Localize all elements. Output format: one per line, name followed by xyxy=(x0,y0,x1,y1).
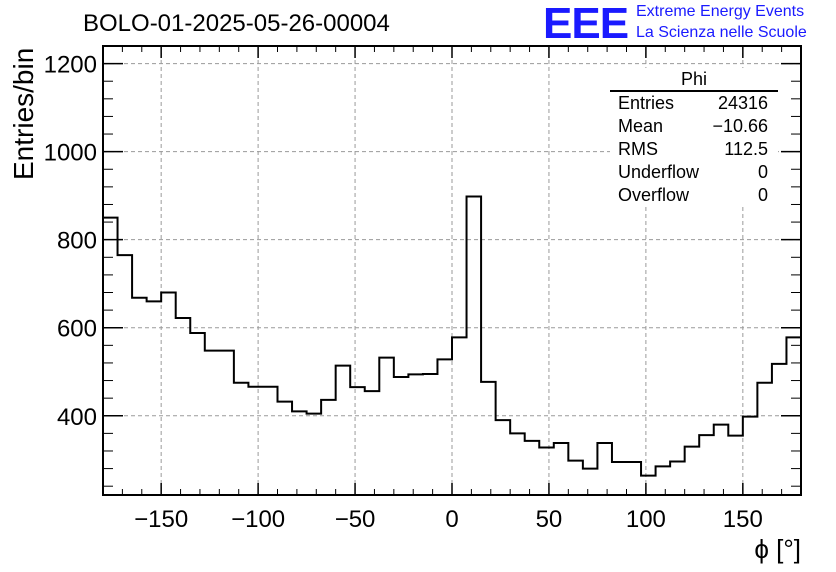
run-title: BOLO-01-2025-05-26-00004 xyxy=(83,10,390,37)
stats-value: 112.5 xyxy=(724,139,768,159)
x-tick-label: −150 xyxy=(134,506,188,533)
stats-value: 0 xyxy=(757,162,768,182)
y-axis-label: Entries/bin xyxy=(8,48,39,180)
x-tick-label: −50 xyxy=(335,506,376,533)
eee-logo: EEE xyxy=(543,0,629,48)
org-name-line1: Extreme Energy Events xyxy=(636,3,805,20)
stats-label: Entries xyxy=(618,93,675,113)
phi-histogram-series xyxy=(103,195,802,477)
y-tick-label: 800 xyxy=(57,228,97,255)
x-tick-label: 100 xyxy=(626,506,666,533)
org-name-line2: La Scienza nelle Scuole xyxy=(636,24,807,41)
x-tick-label: 50 xyxy=(536,506,563,533)
stats-box: Phi Entries 24316 Mean −10.66 RMS 112.5 … xyxy=(610,68,778,207)
stats-label: Overflow xyxy=(618,185,690,205)
y-tick-label: 400 xyxy=(57,404,97,431)
stats-value: −10.66 xyxy=(712,116,768,136)
x-axis-label: ϕ [°] xyxy=(754,534,801,564)
stats-label: RMS xyxy=(618,139,658,159)
stats-row-overflow: Overflow 0 xyxy=(610,184,778,207)
stats-row-mean: Mean −10.66 xyxy=(610,115,778,138)
stats-row-underflow: Underflow 0 xyxy=(610,161,778,184)
tick-labels: −150 −100 −50 0 50 100 150 400 600 800 1000 1200 xyxy=(44,52,763,533)
x-tick-label: −100 xyxy=(231,506,285,533)
stats-label: Mean xyxy=(618,116,664,136)
stats-row-entries: Entries 24316 xyxy=(610,92,778,115)
y-tick-label: 1200 xyxy=(44,52,97,79)
stats-label: Underflow xyxy=(618,162,700,182)
y-tick-label: 1000 xyxy=(44,140,97,167)
stats-value: 24316 xyxy=(717,93,768,113)
stats-value: 0 xyxy=(757,185,768,205)
stats-box-title: Phi xyxy=(610,68,778,92)
x-tick-label: 0 xyxy=(445,506,458,533)
stats-row-rms: RMS 112.5 xyxy=(610,138,778,161)
x-tick-label: 150 xyxy=(723,506,763,533)
axis-ticks xyxy=(103,45,801,495)
y-tick-label: 600 xyxy=(57,316,97,343)
